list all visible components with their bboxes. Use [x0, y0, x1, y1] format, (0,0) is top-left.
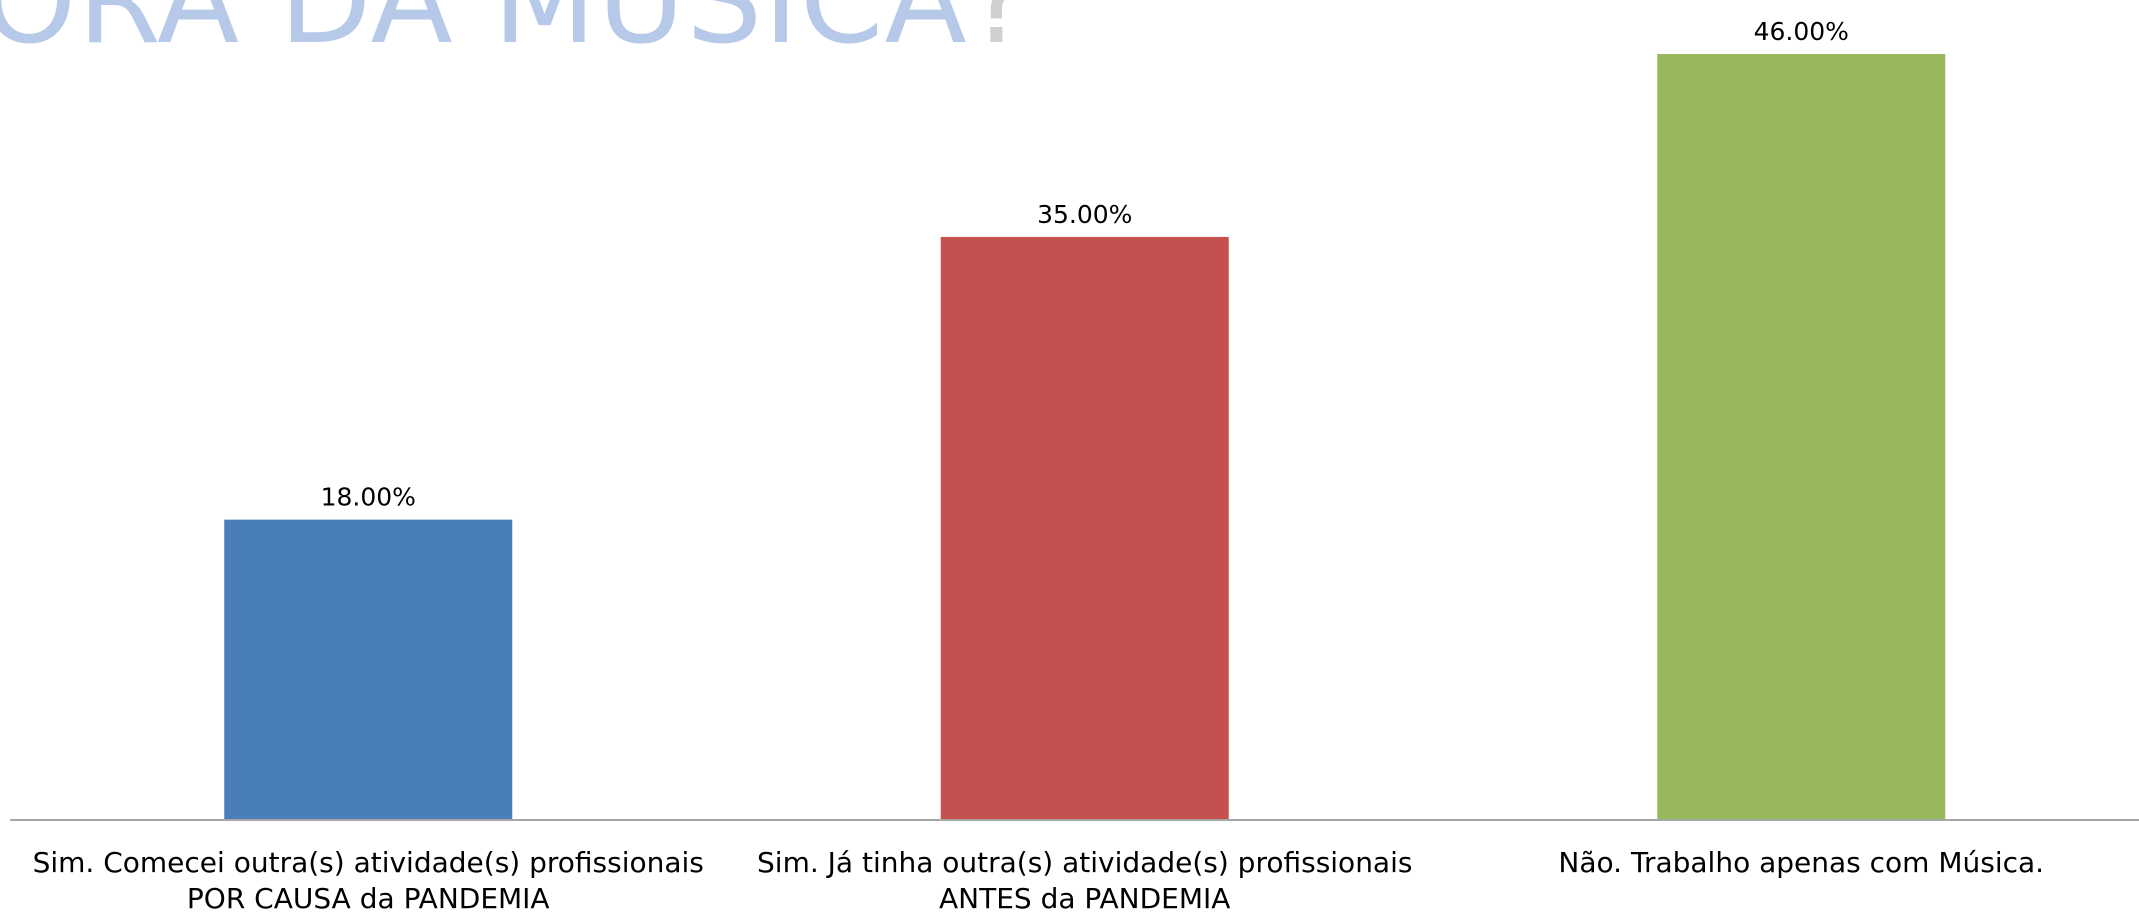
slide-title-punct: ?: [967, 0, 1033, 71]
bar-1: [224, 519, 513, 819]
bar-3: [1657, 54, 1946, 819]
bar-2: [940, 236, 1229, 819]
category-label-1-line-1: Sim. Comecei outra(s) atividade(s) profi…: [33, 846, 704, 879]
slide-title: ORA DA MÚSICA?: [0, 0, 1032, 62]
category-label-2-line-1: Sim. Já tinha outra(s) atividade(s) prof…: [757, 846, 1412, 879]
data-label-3: 46.00%: [1754, 17, 1849, 46]
data-label-2: 35.00%: [1037, 200, 1132, 229]
slide-title-text: ORA DA MÚSICA: [0, 0, 968, 71]
category-label-2-line-2: ANTES da PANDEMIA: [939, 882, 1230, 912]
category-label-1-line-2: POR CAUSA da PANDEMIA: [187, 882, 550, 912]
data-label-1: 18.00%: [321, 483, 416, 512]
category-label-3-line-1: Não. Trabalho apenas com Música.: [1558, 846, 2044, 879]
